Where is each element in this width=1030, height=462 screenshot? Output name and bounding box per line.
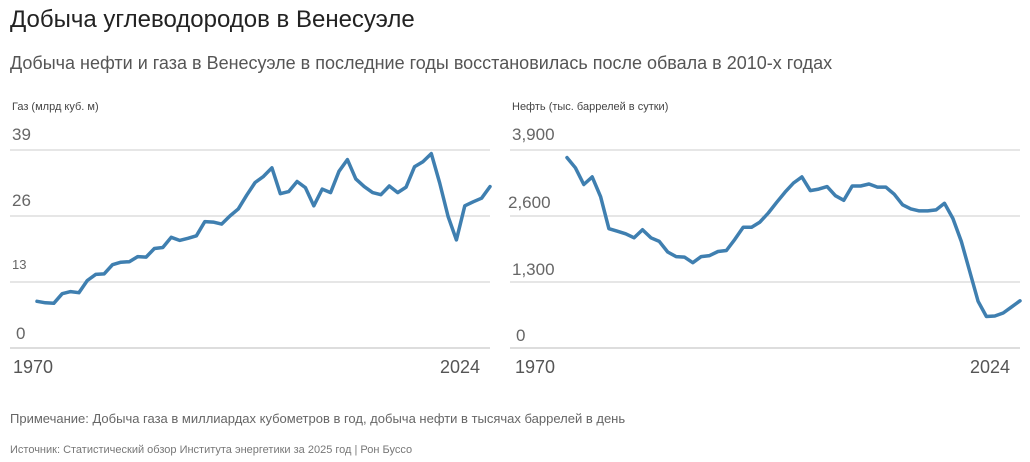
oil-ytick: 0: [516, 326, 526, 345]
gas-chart: [10, 149, 492, 349]
gas-ytick: 26: [12, 191, 31, 210]
source-line: Источник: Статистический обзор Института…: [10, 444, 413, 456]
chart-subtitle: Добыча нефти и газа в Венесуэле в послед…: [10, 53, 833, 73]
chart-title: Добыча углеводородов в Венесуэле: [10, 6, 415, 33]
gas-ytick: 0: [16, 324, 26, 343]
oil-series-line: [565, 155, 1022, 319]
gas-xtick-start: 1970: [13, 357, 54, 377]
oil-xtick-start: 1970: [515, 357, 556, 377]
oil-ytick: 1,300: [512, 260, 555, 279]
gas-xtick-end: 2024: [440, 357, 481, 377]
oil-axis-label: Нефть (тыс. баррелей в сутки): [512, 101, 669, 113]
gas-series-line: [35, 151, 492, 306]
oil-chart: [510, 149, 1022, 349]
oil-xtick-end: 2024: [970, 357, 1011, 377]
oil-ytick: 3,900: [512, 125, 555, 144]
gas-ytick: 13: [12, 257, 27, 272]
gas-axis-label: Газ (млрд куб. м): [12, 101, 99, 113]
oil-ytick: 2,600: [508, 193, 551, 212]
footnote: Примечание: Добыча газа в миллиардах куб…: [10, 411, 626, 426]
gas-ytick: 39: [12, 125, 31, 144]
